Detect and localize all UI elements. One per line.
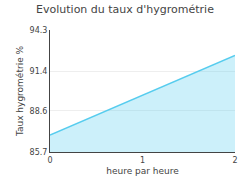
svg-text:91.4: 91.4 <box>30 67 48 76</box>
svg-text:94.3: 94.3 <box>30 26 48 35</box>
svg-text:2: 2 <box>232 156 237 165</box>
svg-text:heure par heure: heure par heure <box>106 166 179 176</box>
svg-text:85.7: 85.7 <box>30 148 48 157</box>
svg-text:88.6: 88.6 <box>30 107 48 116</box>
svg-text:0: 0 <box>47 156 52 165</box>
svg-text:Taux hygrométrie %: Taux hygrométrie % <box>15 45 25 137</box>
svg-text:Evolution du taux d'hygrométri: Evolution du taux d'hygrométrie <box>36 3 214 16</box>
svg-text:1: 1 <box>140 156 145 165</box>
